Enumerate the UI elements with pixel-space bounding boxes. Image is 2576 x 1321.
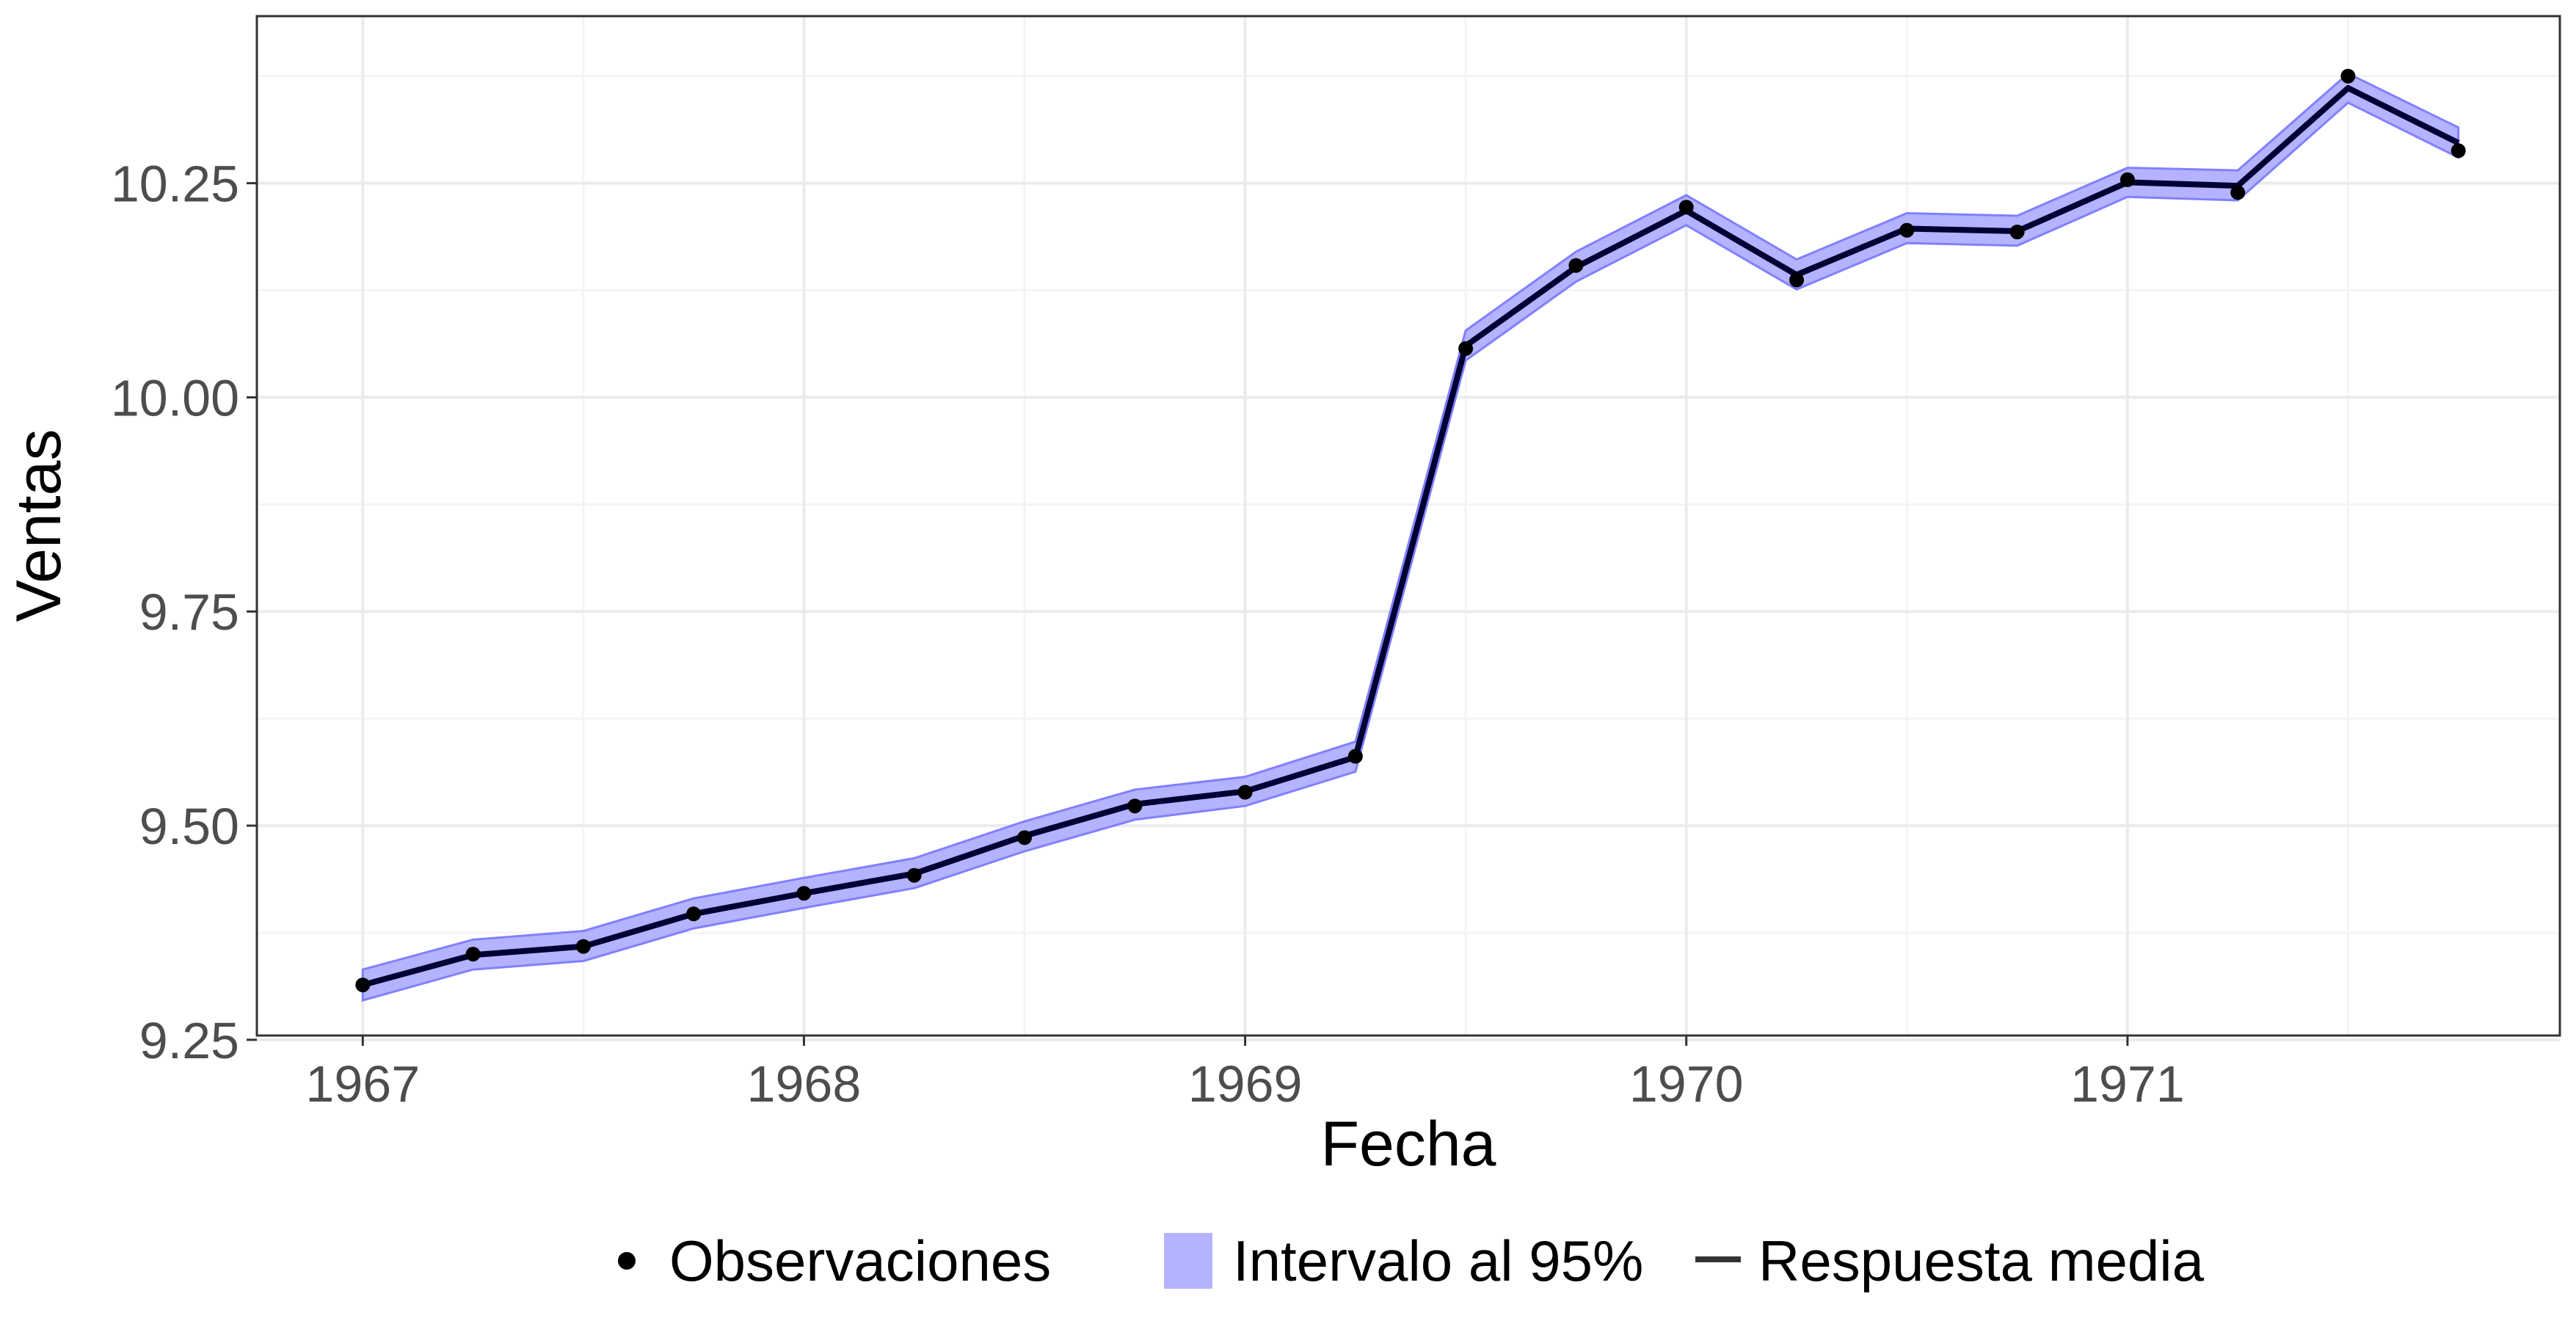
observation-point xyxy=(575,939,591,954)
x-tick-label: 1968 xyxy=(747,1055,862,1113)
mean-response-line xyxy=(362,85,2460,988)
observation-point xyxy=(1017,830,1032,845)
observation-point xyxy=(1568,258,1584,273)
legend-label-respuesta: Respuesta media xyxy=(1758,1229,2205,1293)
observation-point xyxy=(355,978,371,993)
observation-point xyxy=(1789,272,1804,288)
y-axis-title: Ventas xyxy=(4,429,74,622)
x-tick-label: 1970 xyxy=(1629,1055,1744,1113)
observation-point xyxy=(2340,68,2356,84)
y-tick-label: 9.75 xyxy=(139,583,239,641)
legend-item-intervalo: Intervalo al 95% xyxy=(1164,1229,1643,1293)
legend: Observaciones Intervalo al 95% Respuesta… xyxy=(618,1229,2205,1293)
observation-point xyxy=(796,886,812,901)
major-grid xyxy=(257,16,2560,1041)
observation-point xyxy=(1458,341,1474,356)
y-tick-label: 10.25 xyxy=(111,156,239,213)
legend-label-intervalo: Intervalo al 95% xyxy=(1233,1229,1643,1293)
y-tick-label: 10.00 xyxy=(111,369,239,426)
observation-point xyxy=(2451,143,2466,159)
confidence-band xyxy=(361,72,2460,1002)
legend-key-band xyxy=(1164,1233,1212,1289)
observation-point xyxy=(465,947,481,962)
observation-point xyxy=(686,906,702,922)
y-tick-label: 9.25 xyxy=(139,1012,239,1069)
mean-line xyxy=(362,85,2460,988)
observation-point xyxy=(1347,749,1363,764)
x-tick-label: 1971 xyxy=(2070,1055,2185,1113)
legend-label-observaciones: Observaciones xyxy=(669,1229,1051,1293)
x-axis-title: Fecha xyxy=(1320,1109,1496,1179)
observation-point xyxy=(1237,785,1253,800)
observation-point xyxy=(2009,225,2025,240)
legend-key-point xyxy=(618,1252,636,1270)
observation-point xyxy=(1127,798,1143,814)
confidence-band-area xyxy=(361,72,2460,1002)
y-tick-label: 9.50 xyxy=(139,798,239,855)
observation-points xyxy=(355,68,2466,993)
observation-point xyxy=(1899,222,1915,238)
panel-border xyxy=(255,15,2561,1037)
legend-item-respuesta: Respuesta media xyxy=(1695,1229,2205,1293)
observation-point xyxy=(1678,200,1694,215)
observation-point xyxy=(2120,172,2135,187)
observation-point xyxy=(2230,185,2246,200)
x-tick-label: 1967 xyxy=(305,1055,420,1113)
observation-point xyxy=(906,867,922,883)
y-axis: 9.25 9.50 9.75 10.00 10.25 xyxy=(111,156,257,1069)
legend-item-observaciones: Observaciones xyxy=(618,1229,1051,1293)
x-axis: 1967 1968 1969 1970 1971 xyxy=(305,1036,2185,1113)
x-tick-label: 1969 xyxy=(1188,1055,1303,1113)
